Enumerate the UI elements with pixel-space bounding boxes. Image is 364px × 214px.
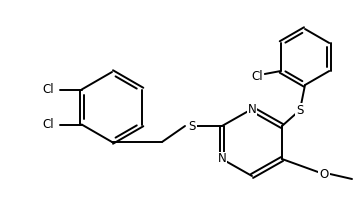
Text: N: N: [218, 153, 226, 165]
Text: O: O: [319, 168, 329, 180]
Text: N: N: [248, 103, 256, 116]
Text: Cl: Cl: [251, 70, 262, 83]
Text: S: S: [188, 119, 196, 132]
Text: S: S: [296, 104, 304, 116]
Text: Cl: Cl: [42, 118, 54, 131]
Text: Cl: Cl: [42, 83, 54, 96]
